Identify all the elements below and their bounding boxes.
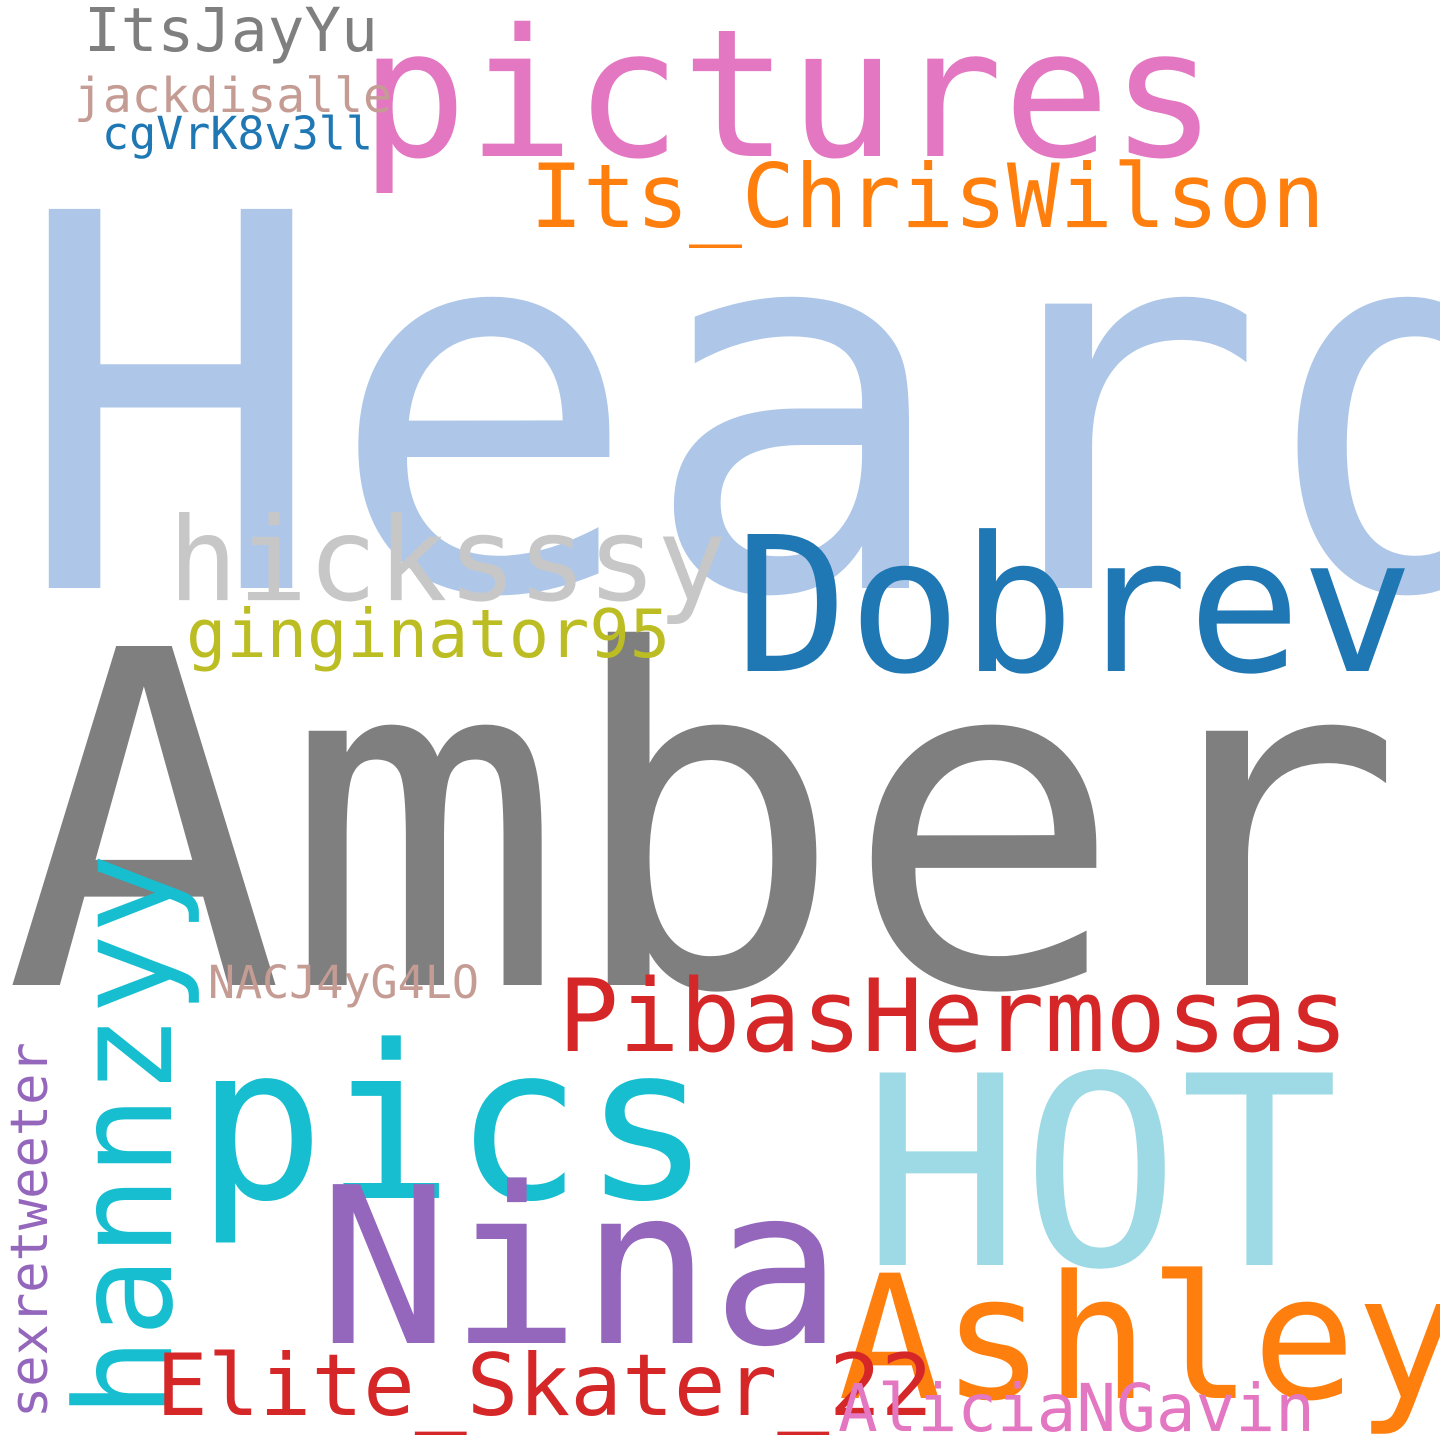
word-hot: HOT — [862, 1021, 1339, 1328]
word-jackdisalle: jackdisalle — [74, 68, 392, 124]
word-ginginator95: ginginator95 — [186, 595, 671, 673]
word-dobrev: Dobrev — [735, 497, 1415, 716]
word-cgvrk8v3ll: cgVrK8v3ll — [102, 107, 373, 160]
word-hannzyy: hannzyy — [47, 853, 203, 1418]
word-pibashermosas: PibasHermosas — [558, 957, 1349, 1075]
word-pics: pics — [196, 1000, 712, 1249]
word-alicianganvin: AliciaNGavin — [838, 1370, 1315, 1440]
word-nina: Nina — [318, 1142, 843, 1395]
word-heard: Heard — [14, 105, 1440, 711]
word-itsjayyu: ItsJayYu — [84, 0, 378, 66]
word-amber: Amber — [4, 553, 1404, 1095]
word-ashley: Ashley — [838, 1238, 1440, 1439]
word-hicksssy: hicksssy — [168, 493, 727, 628]
word-sexretweeter: sexretweeter — [0, 1042, 60, 1418]
word-elite-skater-22: Elite_Skater_22 — [156, 1336, 933, 1436]
word-its-chriswilson: Its_ChrisWilson — [530, 145, 1325, 248]
word-pictures: pictures — [360, 0, 1218, 198]
word-nacj4yg4lo: NACJ4yG4LO — [208, 956, 479, 1009]
